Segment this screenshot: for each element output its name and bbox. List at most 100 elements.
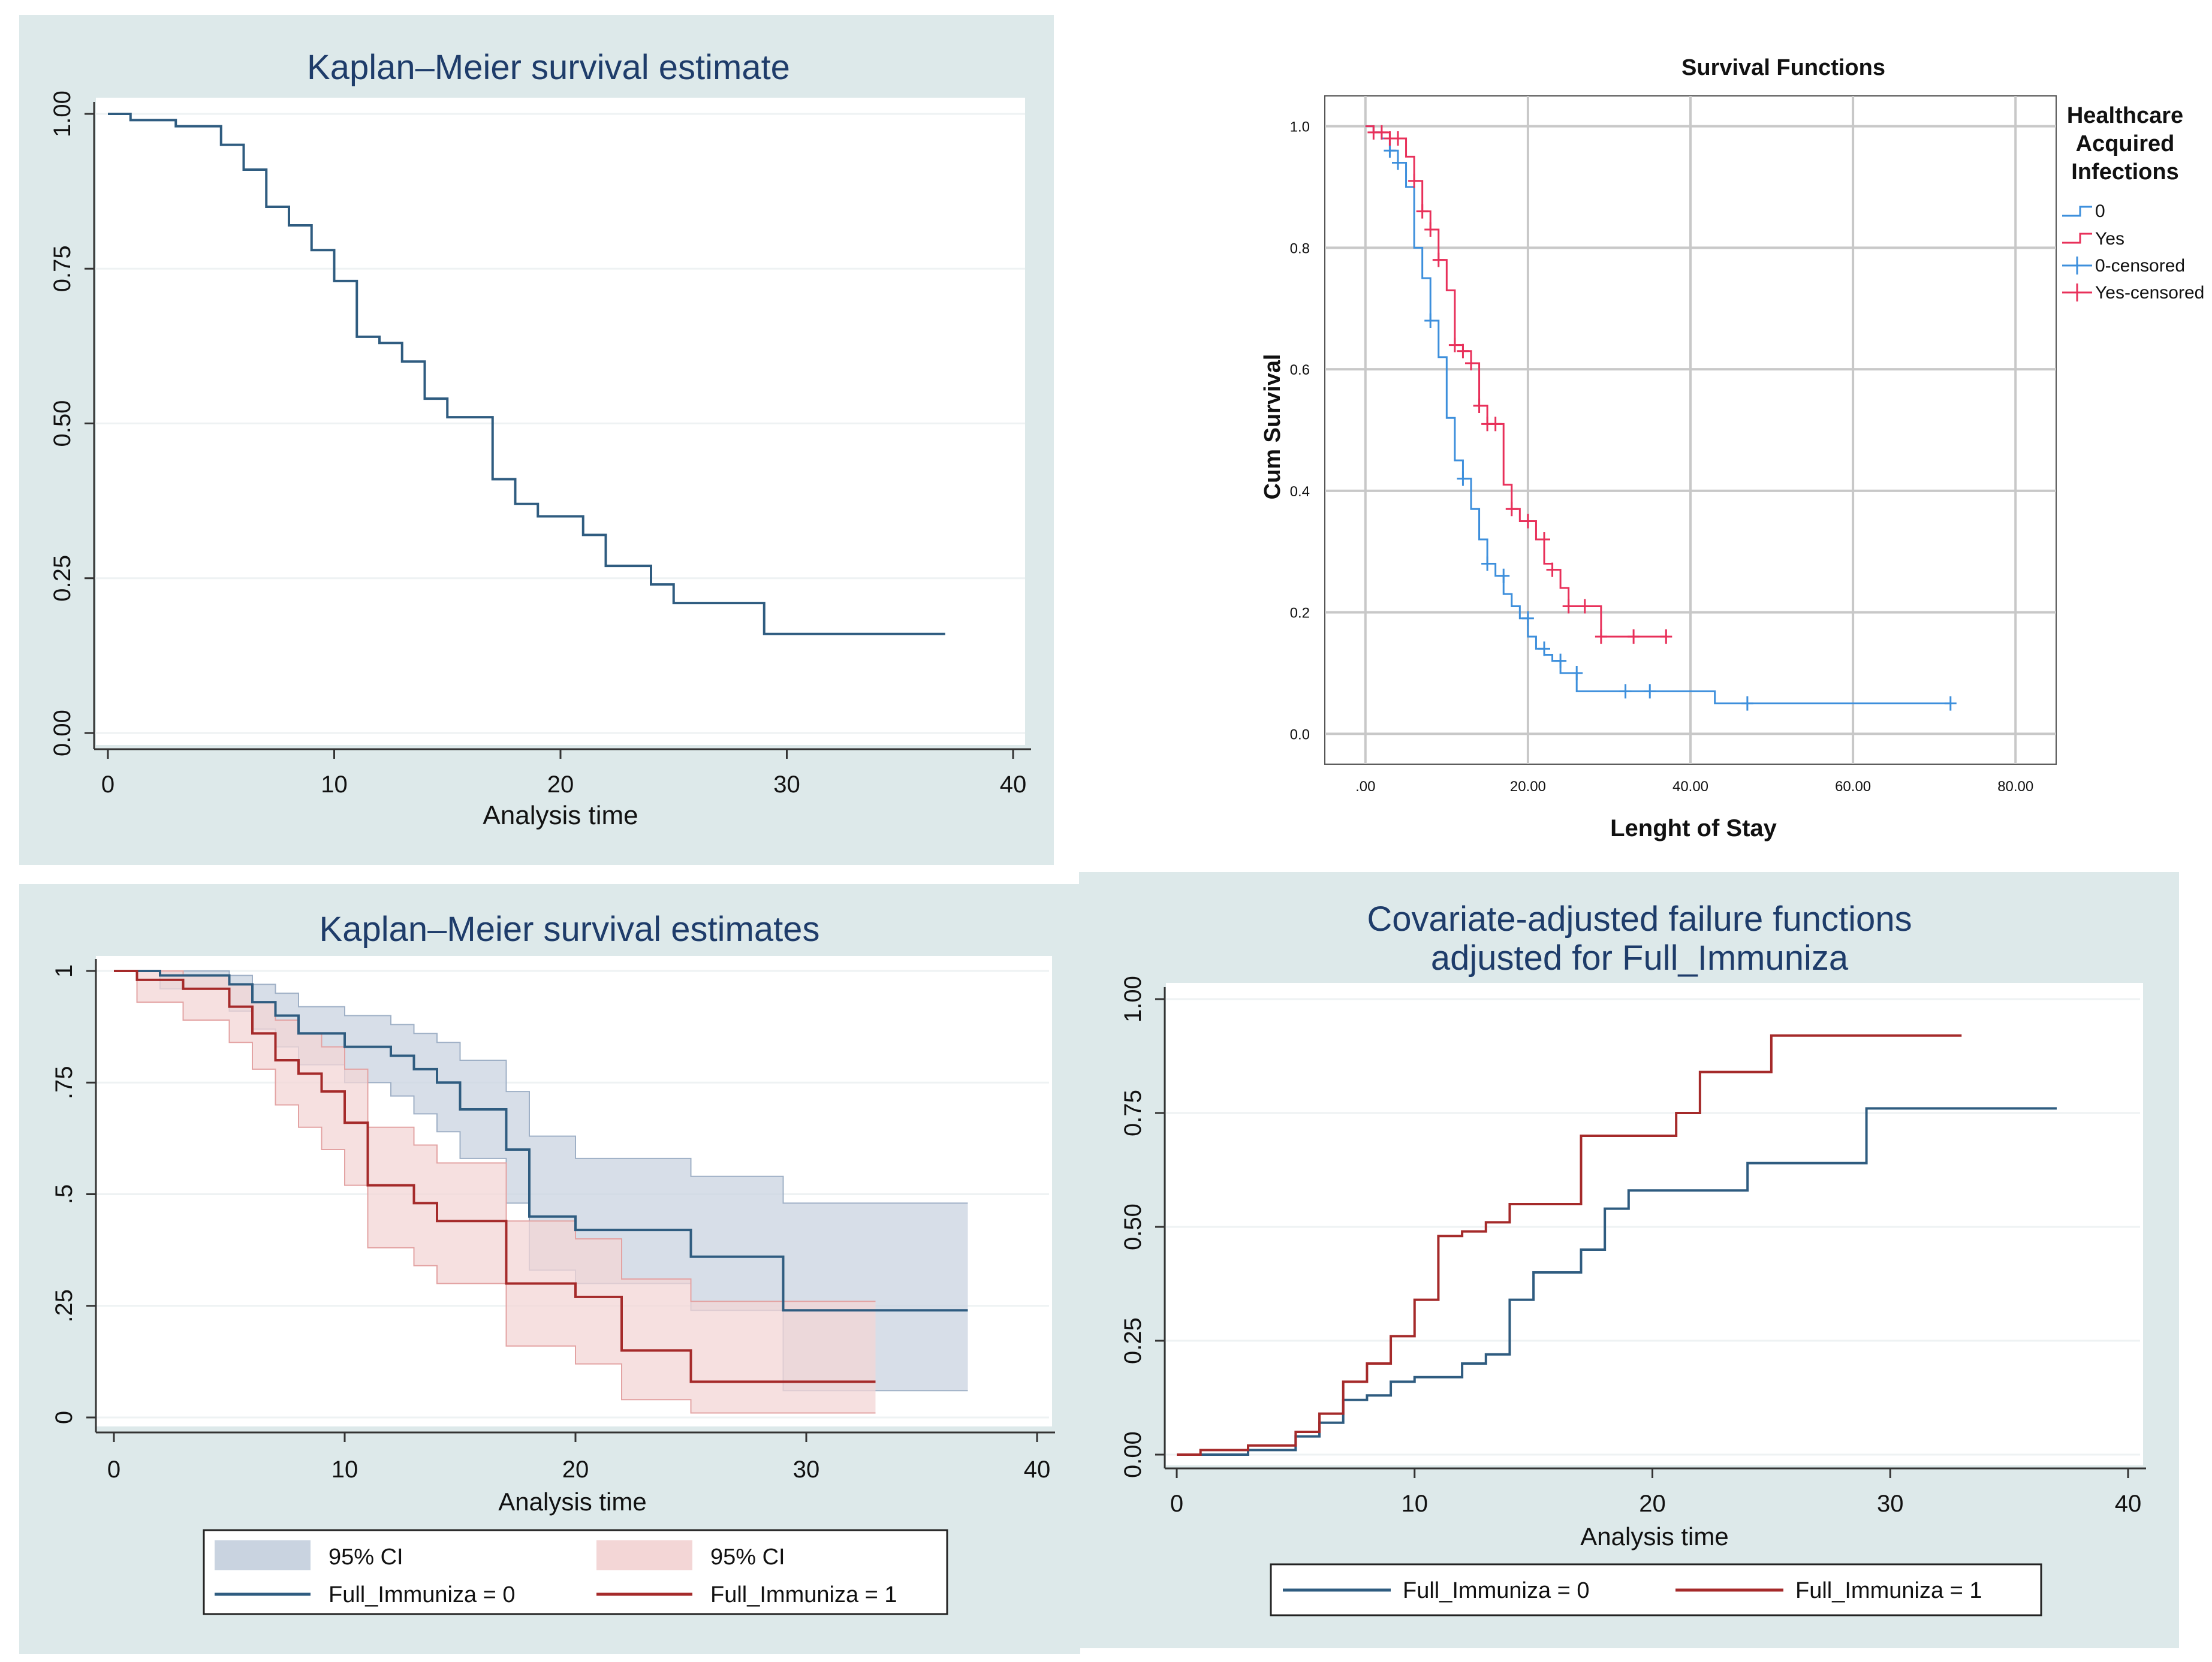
censor-mark bbox=[1660, 629, 1672, 644]
x-tick-label: 20 bbox=[562, 1456, 589, 1483]
chart-title: Kaplan–Meier survival estimate bbox=[307, 48, 790, 87]
chart-title: Covariate-adjusted failure functions bbox=[1367, 900, 1912, 939]
y-tick-label: 0.25 bbox=[49, 555, 76, 602]
series-line-Full_Immuniza = 0 bbox=[114, 970, 968, 1312]
censor-mark bbox=[1457, 343, 1469, 358]
censor-mark bbox=[1497, 568, 1510, 583]
y-tick-label: .75 bbox=[51, 1066, 77, 1099]
axes: 0.00 0.25 0.50 0.75 1.00 0 10 20 30 40 bbox=[1120, 976, 2146, 1517]
x-tick-label: 40 bbox=[1000, 771, 1027, 798]
censor-mark bbox=[1595, 629, 1607, 644]
censor-mark bbox=[1489, 417, 1502, 432]
legend-box bbox=[1270, 1563, 2042, 1616]
gridlines bbox=[94, 113, 1025, 734]
censor-mark bbox=[1741, 696, 1753, 711]
y-tick-label: .25 bbox=[51, 1289, 77, 1323]
censor-mark bbox=[1578, 599, 1591, 614]
censor-mark bbox=[1521, 514, 1534, 529]
x-tick-label: 30 bbox=[1877, 1491, 1904, 1517]
x-tick-label: 80.00 bbox=[1997, 779, 2033, 795]
legend-label: Full_Immuniza = 0 bbox=[329, 1582, 516, 1607]
censor-mark bbox=[1538, 532, 1550, 547]
ci-lower-edge bbox=[114, 970, 876, 1414]
legend-title-line: Infections bbox=[2071, 159, 2178, 185]
x-tick-label: 40 bbox=[1024, 1456, 1051, 1483]
panel-km-survival-estimates-by-group: Kaplan–Meier survival estimates Analysis… bbox=[19, 884, 1080, 1654]
censor-mark bbox=[1944, 696, 1957, 711]
y-tick-label: 0.2 bbox=[1290, 605, 1310, 622]
chart-subtitle: adjusted for Full_Immuniza bbox=[1431, 939, 1849, 978]
censor-mark bbox=[1505, 502, 1518, 517]
censor-mark bbox=[1465, 356, 1477, 370]
series-line-Full_Immuniza = 1 bbox=[114, 970, 876, 1383]
y-tick-label: 0.75 bbox=[1120, 1090, 1146, 1136]
x-axis-label: Analysis time bbox=[483, 801, 638, 830]
legend-title-line: Acquired bbox=[2076, 131, 2175, 156]
legend-label: Full_Immuniza = 0 bbox=[1403, 1578, 1590, 1603]
legend-swatch-yes-censored bbox=[2062, 283, 2092, 301]
y-tick-label: 0.50 bbox=[49, 400, 76, 447]
series-line-Full_Immuniza = 1 bbox=[1177, 1034, 1962, 1456]
censor-mark bbox=[1538, 641, 1550, 656]
y-tick-label: 0.00 bbox=[1120, 1431, 1146, 1478]
legend-label: 0 bbox=[2095, 201, 2105, 221]
y-axis-label: Cum Survival bbox=[1260, 354, 1285, 500]
x-tick-label: 30 bbox=[773, 771, 800, 798]
x-tick-label: 10 bbox=[321, 771, 348, 798]
censor-mark bbox=[1562, 599, 1575, 614]
censor-mark bbox=[1644, 684, 1656, 699]
legend-label: 95% CI bbox=[329, 1545, 403, 1570]
censor-mark bbox=[1546, 562, 1559, 577]
y-tick-label: 1.0 bbox=[1290, 119, 1310, 135]
legend-title-line: Healthcare bbox=[2067, 103, 2183, 128]
legend-swatch-ci-1 bbox=[596, 1540, 692, 1570]
legend: Full_Immuniza = 0 Full_Immuniza = 1 bbox=[1270, 1563, 2042, 1616]
legend-swatch-0 bbox=[2062, 206, 2092, 217]
ci-band-Full_Immuniza = 1 bbox=[114, 971, 876, 1413]
y-tick-label: 1 bbox=[51, 964, 77, 978]
chart-title: Kaplan–Meier survival estimates bbox=[320, 910, 820, 949]
x-tick-label: 0 bbox=[107, 1456, 120, 1483]
plot-area bbox=[1166, 983, 2143, 1465]
censor-mark bbox=[1521, 611, 1534, 626]
y-tick-label: 0.75 bbox=[49, 245, 76, 292]
censor-mark bbox=[1408, 173, 1421, 188]
series-group bbox=[108, 113, 945, 635]
x-tick-label: 10 bbox=[332, 1456, 358, 1483]
x-axis-label: Lenght of Stay bbox=[1610, 815, 1777, 841]
x-tick-label: .00 bbox=[1355, 779, 1375, 795]
panel-covariate-adjusted-failure: Covariate-adjusted failure functions adj… bbox=[1079, 872, 2179, 1648]
censor-mark bbox=[1554, 653, 1567, 668]
series-group bbox=[1177, 1034, 2057, 1456]
y-tick-label: 1.00 bbox=[49, 91, 76, 137]
x-tick-label: 40 bbox=[2115, 1491, 2142, 1517]
legend-swatch-ci-0 bbox=[215, 1540, 311, 1570]
legend-swatch-yes bbox=[2062, 233, 2092, 244]
y-tick-label: 0.00 bbox=[49, 710, 76, 756]
x-tick-label: 20.00 bbox=[1510, 779, 1546, 795]
y-tick-label: 0 bbox=[51, 1411, 77, 1424]
ci-band-Full_Immuniza = 0 bbox=[114, 971, 968, 1391]
x-tick-label: 20 bbox=[547, 771, 574, 798]
chart-title: Survival Functions bbox=[1681, 55, 1885, 80]
x-tick-label: 30 bbox=[793, 1456, 820, 1483]
x-axis-label: Analysis time bbox=[498, 1488, 646, 1516]
axes: 0.00 0.25 0.50 0.75 1.00 0 10 20 30 40 bbox=[49, 91, 1031, 798]
x-axis-label: Analysis time bbox=[1580, 1522, 1728, 1551]
censor-mark bbox=[1481, 556, 1494, 571]
censor-mark bbox=[1384, 143, 1396, 158]
censor-mark bbox=[1571, 665, 1583, 680]
series-line-0 bbox=[1365, 125, 1951, 705]
y-tick-label: .5 bbox=[51, 1184, 77, 1204]
censor-mark bbox=[1628, 629, 1640, 644]
x-tick-label: 40.00 bbox=[1672, 779, 1708, 795]
y-tick-label: 0.25 bbox=[1120, 1317, 1146, 1364]
y-tick-label: 0.6 bbox=[1290, 362, 1310, 378]
series-line-Survivor function bbox=[108, 113, 945, 635]
censor-mark bbox=[1416, 204, 1429, 219]
censor-mark bbox=[1448, 337, 1461, 352]
x-tick-label: 10 bbox=[1402, 1491, 1429, 1517]
ci-upper-edge bbox=[114, 970, 968, 1204]
x-tick-label: 0 bbox=[1170, 1491, 1183, 1517]
